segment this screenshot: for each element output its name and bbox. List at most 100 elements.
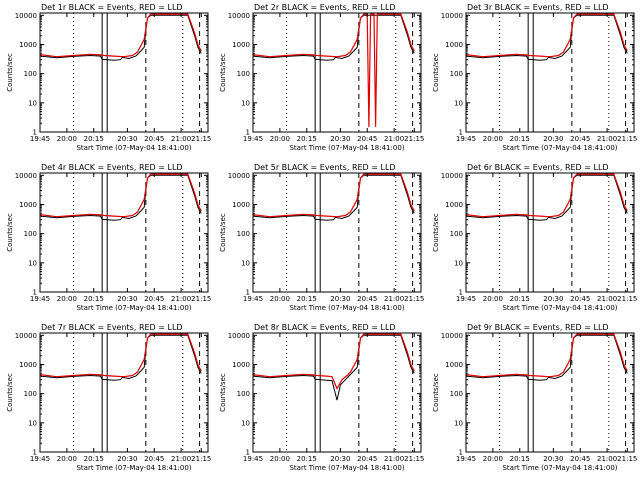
det-1r-xtick-label: 20:30 (117, 135, 137, 143)
det-7r-xtick-label: 20:30 (117, 455, 137, 463)
det-5r-xtick-label: 20:45 (357, 295, 377, 303)
det-8r-xtick-label: 20:30 (330, 455, 350, 463)
det-2r-ytick-label: 10 (241, 99, 250, 107)
det-7r-series-events (40, 334, 202, 381)
det-6r-ytick-label: 10000 (441, 172, 463, 180)
det-7r-series-lld (40, 333, 202, 378)
det-3r-axes-frame (465, 12, 635, 133)
det-9r-xtick-label: 19:45 (456, 455, 476, 463)
det-9r-xtick-label: 20:30 (543, 455, 563, 463)
det-4r-ytick-label: 100 (24, 230, 37, 238)
det-3r-ytick-label: 1000 (445, 41, 463, 49)
det-9r-title: Det 9r BLACK = Events, RED = LLD (467, 323, 609, 332)
det-4r-title: Det 4r BLACK = Events, RED = LLD (41, 163, 183, 172)
det-4r-ylabel: Counts/sec (6, 213, 14, 252)
det-6r-panel: Det 6r BLACK = Events, RED = LLD 1 10 100 10… (432, 163, 637, 312)
det-9r-xlabel: Start Time (07-May-04 18:41:00) (502, 464, 617, 472)
det-9r-ytick-label: 1000 (445, 361, 463, 369)
det-7r-ytick-label: 10 (28, 419, 37, 427)
det-6r-xtick-label: 20:00 (483, 295, 503, 303)
det-2r-panel: Det 2r BLACK = Events, RED = LLD 1 10 100 10… (219, 3, 424, 152)
det-2r-xtick-label: 20:15 (297, 135, 317, 143)
det-6r-xtick-label: 21:00 (597, 295, 617, 303)
det-8r-ytick-label: 10 (241, 419, 250, 427)
det-9r-xtick-label: 20:00 (483, 455, 503, 463)
det-7r-panel: Det 7r BLACK = Events, RED = LLD 1 10 100 10… (6, 323, 211, 472)
det-3r-xtick-label: 20:15 (510, 135, 530, 143)
det-6r-ytick-label: 10 (454, 259, 463, 267)
det-9r-series-events (466, 334, 628, 381)
det-2r-xtick-label: 21:00 (384, 135, 404, 143)
det-5r-series-lld (253, 173, 415, 218)
det-7r-axes-frame (39, 332, 209, 453)
det-7r-ytick-label: 10000 (15, 332, 37, 340)
det-6r-xlabel: Start Time (07-May-04 18:41:00) (502, 304, 617, 312)
det-1r-xtick-label: 21:15 (191, 135, 211, 143)
det-4r-panel: Det 4r BLACK = Events, RED = LLD 1 10 100 10… (6, 163, 211, 312)
det-5r-ytick-label: 10 (241, 259, 250, 267)
det-8r-ytick-label: 1000 (232, 361, 250, 369)
det-4r-xtick-label: 20:45 (144, 295, 164, 303)
det-8r-xtick-label: 20:45 (357, 455, 377, 463)
det-1r-ytick-label: 1000 (19, 41, 37, 49)
det-2r-ytick-label: 10000 (228, 12, 250, 20)
det-3r-ytick-label: 100 (450, 70, 463, 78)
det-4r-xtick-label: 20:00 (57, 295, 77, 303)
det-2r-series-events (253, 14, 415, 61)
det-1r-ytick-label: 10 (28, 99, 37, 107)
det-9r-xtick-label: 20:15 (510, 455, 530, 463)
det-6r-title: Det 6r BLACK = Events, RED = LLD (467, 163, 609, 172)
det-1r-xtick-label: 21:00 (171, 135, 191, 143)
det-5r-ylabel: Counts/sec (219, 213, 227, 252)
det-7r-ytick-label: 1000 (19, 361, 37, 369)
det-4r-xtick-label: 19:45 (30, 295, 50, 303)
det-6r-xtick-label: 20:15 (510, 295, 530, 303)
det-4r-xtick-label: 20:30 (117, 295, 137, 303)
det-8r-xtick-label: 21:00 (384, 455, 404, 463)
det-7r-xlabel: Start Time (07-May-04 18:41:00) (76, 464, 191, 472)
det-2r-ytick-label: 1000 (232, 41, 250, 49)
det-7r-xtick-label: 19:45 (30, 455, 50, 463)
det-5r-ytick-label: 100 (237, 230, 250, 238)
det-1r-xtick-label: 19:45 (30, 135, 50, 143)
det-1r-axes-frame (39, 12, 209, 133)
det-8r-xtick-label: 20:15 (297, 455, 317, 463)
det-9r-ytick-label: 1 (459, 449, 463, 457)
det-6r-series-lld (466, 173, 628, 218)
det-1r-xtick-label: 20:45 (144, 135, 164, 143)
det-9r-ytick-label: 10 (454, 419, 463, 427)
det-1r-title: Det 1r BLACK = Events, RED = LLD (41, 3, 183, 12)
det-7r-xtick-label: 21:00 (171, 455, 191, 463)
det-2r-ylabel: Counts/sec (219, 53, 227, 92)
det-1r-series-events (40, 14, 202, 61)
det-8r-ytick-label: 100 (237, 390, 250, 398)
det-5r-series-events (253, 174, 415, 221)
det-5r-ytick-label: 10000 (228, 172, 250, 180)
det-3r-xtick-label: 20:45 (570, 135, 590, 143)
det-8r-ytick-label: 1 (246, 449, 250, 457)
det-4r-axes-frame (39, 172, 209, 293)
det-8r-axes-frame (252, 332, 422, 453)
det-9r-xtick-label: 21:15 (617, 455, 637, 463)
det-5r-xtick-label: 21:00 (384, 295, 404, 303)
det-4r-ytick-label: 10000 (15, 172, 37, 180)
det-2r-ytick-label: 100 (237, 70, 250, 78)
det-1r-panel: Det 1r BLACK = Events, RED = LLD 1 10 100 10… (6, 3, 211, 152)
det-1r-series-lld (40, 13, 202, 58)
det-2r-xtick-label: 20:45 (357, 135, 377, 143)
det-4r-ytick-label: 1 (33, 289, 37, 297)
det-2r-ytick-label: 1 (246, 129, 250, 137)
det-8r-ylabel: Counts/sec (219, 373, 227, 412)
det-6r-xtick-label: 20:45 (570, 295, 590, 303)
det-5r-ytick-label: 1000 (232, 201, 250, 209)
det-1r-xlabel: Start Time (07-May-04 18:41:00) (76, 144, 191, 152)
det-2r-xtick-label: 19:45 (243, 135, 263, 143)
det-6r-axes-frame (465, 172, 635, 293)
det-7r-xtick-label: 21:15 (191, 455, 211, 463)
det-5r-xtick-label: 20:30 (330, 295, 350, 303)
det-2r-series-lld (253, 13, 415, 127)
det-5r-xtick-label: 20:15 (297, 295, 317, 303)
det-6r-ytick-label: 1 (459, 289, 463, 297)
det-9r-ytick-label: 10000 (441, 332, 463, 340)
det-7r-ytick-label: 1 (33, 449, 37, 457)
